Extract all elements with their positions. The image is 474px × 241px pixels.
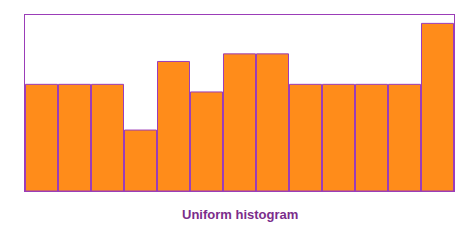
svg-text:Uniform histogram: Uniform histogram [182, 207, 298, 222]
